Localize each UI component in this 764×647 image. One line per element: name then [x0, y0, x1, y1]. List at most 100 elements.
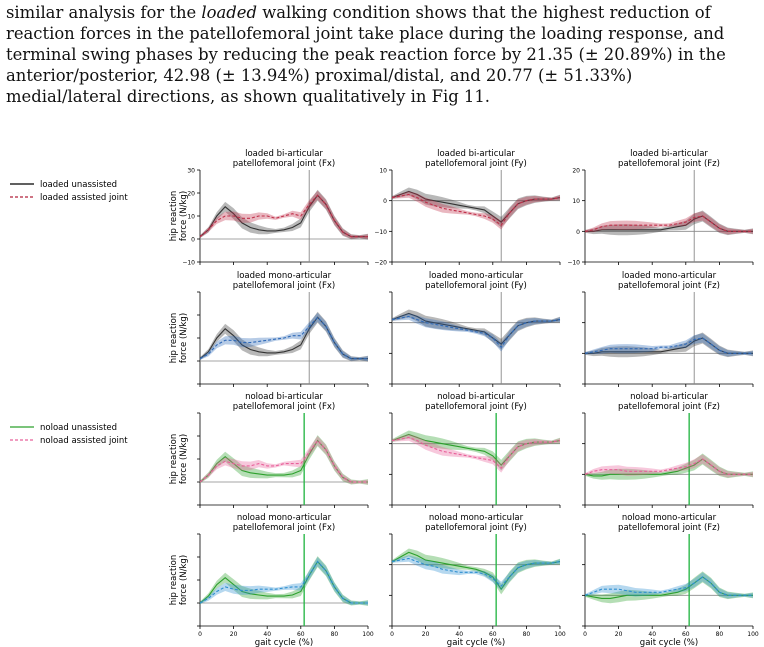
y-axis-label-line2: force (N/kg) — [179, 313, 189, 363]
x-axis-label: gait cycle (%) — [447, 638, 505, 647]
panel-title-line1: loaded mono-articular — [237, 271, 332, 281]
series-line-0 — [199, 316, 368, 360]
x-tick-label: 20 — [230, 631, 238, 638]
y-tick-label: 30 — [187, 168, 195, 175]
y-tick-label: 10 — [187, 214, 195, 221]
series-line-1 — [584, 215, 753, 232]
panel-title-line2: patellofemoral joint (Fy) — [425, 159, 527, 169]
panel-title-line1: noload mono-articular — [429, 513, 524, 523]
y-tick-label: −10 — [182, 260, 195, 267]
series-line-1 — [391, 193, 561, 226]
series-line-1 — [584, 458, 753, 475]
legend-noload: noload unassisted noload assisted joint — [10, 423, 128, 446]
series-band-0 — [585, 210, 753, 236]
paragraph-line-5: medial/lateral directions, as shown qual… — [6, 87, 490, 106]
y-axis-label-line1: hip reaction — [169, 313, 179, 364]
paragraph-line-4: anterior/posterior, 42.98 (± 13.94%) pro… — [6, 66, 633, 85]
x-tick-label: 80 — [716, 631, 724, 638]
series-band-0 — [200, 311, 368, 362]
legend-noload-unassisted-label: noload unassisted — [40, 423, 117, 433]
y-tick-label: −10 — [374, 229, 387, 236]
x-axis-label: gait cycle (%) — [255, 638, 313, 647]
series-line-1 — [584, 337, 753, 354]
x-tick-label: 0 — [390, 631, 394, 638]
x-tick-label: 40 — [455, 631, 463, 638]
y-axis-label-line1: hip reaction — [169, 191, 179, 242]
panel-title-line1: noload bi-articular — [245, 392, 323, 402]
series-line-1 — [199, 316, 368, 360]
series-band-1 — [585, 211, 753, 235]
series-band-1 — [585, 333, 753, 357]
series-band-1 — [200, 436, 368, 485]
x-tick-label: 100 — [747, 631, 759, 638]
y-tick-label: 0 — [191, 237, 195, 244]
series-line-1 — [391, 557, 561, 587]
x-tick-label: 40 — [263, 631, 271, 638]
y-axis-label-line2: force (N/kg) — [179, 191, 189, 241]
paragraph-line-2: reaction forces in the patellofemoral jo… — [6, 24, 725, 43]
series-line-1 — [199, 560, 368, 604]
y-axis-label-line1: hip reaction — [169, 434, 179, 485]
panel-title-line1: loaded mono-articular — [622, 271, 717, 281]
panel-title-line2: patellofemoral joint (Fy) — [425, 523, 527, 533]
panel-title-line1: loaded bi-articular — [437, 149, 515, 159]
panel-title-line1: loaded mono-articular — [429, 271, 524, 281]
y-tick-label: 10 — [379, 168, 387, 175]
y-tick-label: 10 — [572, 198, 580, 205]
panel-title-line2: patellofemoral joint (Fx) — [233, 402, 335, 412]
panel-title-line2: patellofemoral joint (Fz) — [618, 402, 720, 412]
series-band-0 — [392, 548, 560, 595]
paragraph-line-3: terminal swing phases by reducing the pe… — [6, 45, 726, 64]
legend-loaded-assisted-label: loaded assisted joint — [40, 193, 128, 203]
series-line-1 — [199, 439, 368, 483]
legend-loaded: loaded unassisted loaded assisted joint — [10, 180, 128, 203]
series-band-0 — [200, 189, 368, 240]
x-tick-label: 60 — [682, 631, 690, 638]
series-band-0 — [392, 309, 560, 350]
x-tick-label: 80 — [523, 631, 531, 638]
x-tick-label: 0 — [583, 631, 587, 638]
x-tick-label: 20 — [615, 631, 623, 638]
x-tick-label: 60 — [489, 631, 497, 638]
panel-title-line1: noload bi-articular — [437, 392, 515, 402]
series-band-0 — [200, 435, 368, 485]
series-band-1 — [200, 557, 368, 606]
panel-title-line2: patellofemoral joint (Fy) — [425, 402, 527, 412]
x-tick-label: 80 — [331, 631, 339, 638]
panel-title-line1: loaded bi-articular — [245, 149, 323, 159]
series-band-0 — [585, 453, 753, 480]
series-line-0 — [391, 433, 561, 466]
x-axis-label: gait cycle (%) — [640, 638, 698, 647]
panel-title-line2: patellofemoral joint (Fz) — [618, 523, 720, 533]
series-band-1 — [200, 312, 368, 362]
panel-title-line1: noload mono-articular — [237, 513, 332, 523]
paragraph-line-1: similar analysis for the loaded walking … — [6, 3, 711, 22]
series-band-1 — [200, 190, 368, 240]
series-line-1 — [199, 194, 368, 238]
y-tick-label: −10 — [567, 260, 580, 267]
series-band-0 — [200, 556, 368, 606]
panel-title-line1: noload mono-articular — [622, 513, 717, 523]
y-axis-label-line2: force (N/kg) — [179, 434, 189, 484]
panel-title-line2: patellofemoral joint (Fx) — [233, 159, 335, 169]
legend-loaded-unassisted-label: loaded unassisted — [40, 180, 117, 190]
series-band-1 — [392, 191, 560, 230]
y-tick-label: −20 — [374, 260, 387, 267]
y-tick-label: 20 — [572, 168, 580, 175]
x-tick-label: 0 — [198, 631, 202, 638]
x-tick-label: 40 — [648, 631, 656, 638]
series-band-1 — [585, 572, 753, 599]
series-line-1 — [584, 576, 753, 596]
